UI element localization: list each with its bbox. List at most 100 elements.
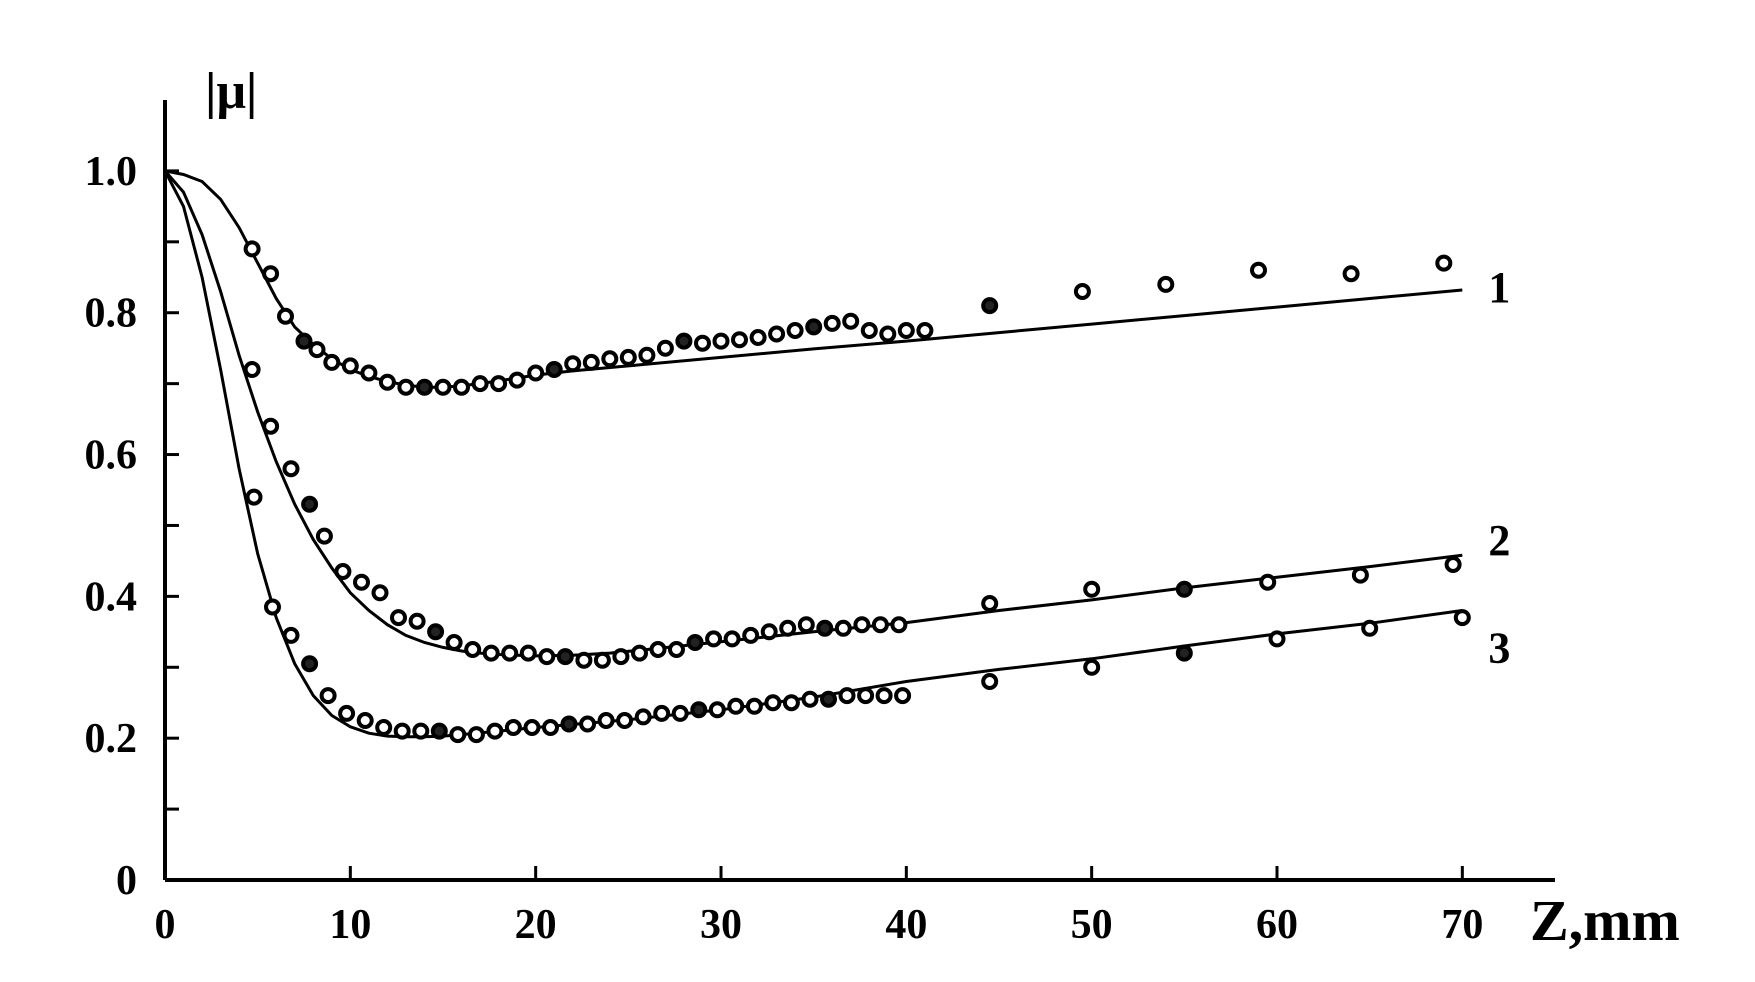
series-2-point (262, 417, 280, 435)
series-1-point (527, 364, 545, 382)
series-2-point (371, 584, 389, 602)
series-3-point (727, 697, 745, 715)
series-1-point (323, 353, 341, 371)
series-3-fit-line (163, 170, 1463, 739)
markers (243, 240, 1471, 744)
x-tick-label: 20 (515, 902, 557, 948)
y-tick-label: 1.0 (85, 149, 138, 195)
series-3-point (542, 719, 559, 736)
series-2-point (668, 641, 685, 658)
series-1-point (416, 378, 433, 396)
series-1-point (1250, 261, 1267, 279)
series-1-point (601, 350, 619, 368)
y-tick-label: 0.6 (85, 433, 138, 479)
series-3-point (449, 726, 467, 744)
series-2-point (797, 616, 815, 634)
series-2-point (408, 612, 426, 630)
series-2-point (779, 619, 797, 637)
series-3-point (264, 598, 281, 616)
series-1-point (897, 322, 915, 339)
series-3-point (523, 719, 541, 736)
series-3-point (486, 722, 504, 740)
series-3-label: 3 (1488, 624, 1510, 673)
series-3-point (504, 719, 522, 736)
series-1-point (916, 322, 934, 339)
series-2-point (334, 563, 352, 580)
series-1-point (490, 375, 508, 393)
series-2-point (742, 626, 760, 644)
x-axis-title: Z,mm (1530, 888, 1680, 953)
series-1-point (360, 364, 378, 382)
y-ticks: 0 0.2 0.4 0.6 0.8 1.0 (85, 149, 179, 904)
series-1-point (262, 265, 280, 283)
series-2-point (427, 623, 445, 641)
series-2-point (353, 573, 370, 591)
series-3-point (820, 690, 837, 708)
series-3-point (597, 712, 615, 729)
series-3-point (356, 712, 374, 729)
series-2-point (501, 644, 519, 662)
series-2-point (631, 644, 648, 662)
series-1-point (842, 312, 860, 330)
series-1-point (341, 357, 359, 375)
series-3-point (319, 687, 337, 705)
series-3-point (875, 687, 893, 705)
series-3-point (1268, 630, 1286, 648)
series-1-point (1073, 283, 1091, 300)
x-tick-label: 30 (700, 902, 742, 948)
series-2-point (538, 648, 556, 666)
series-1-point (564, 355, 582, 373)
x-tick-label: 60 (1256, 902, 1298, 948)
y-tick-label: 0.8 (85, 291, 138, 337)
series-3-point (393, 722, 411, 740)
series-2-point (649, 641, 667, 658)
series-1-point (805, 318, 823, 336)
series-2-point (705, 630, 723, 648)
series-2-label: 2 (1488, 516, 1510, 565)
series-3-point (634, 708, 652, 726)
series-1-point (823, 314, 841, 332)
series-3-point (430, 722, 448, 740)
series-3-point (981, 673, 999, 690)
series-1-point (638, 346, 656, 364)
series-2-point (981, 595, 999, 612)
series-1-point (749, 329, 767, 346)
series-3-point (301, 655, 319, 673)
series-2-point (464, 641, 482, 658)
series-3-point (1453, 609, 1471, 627)
series-2-point (612, 648, 630, 666)
series-2-point (816, 619, 834, 637)
series-1-point (879, 325, 897, 343)
series-1-point (582, 353, 600, 371)
series-3-point (1361, 619, 1379, 637)
series-1-point (712, 332, 730, 350)
series-3-point (745, 697, 763, 715)
series-2-point (301, 495, 319, 513)
x-tick-label: 0 (155, 902, 176, 948)
series-3-point (282, 626, 300, 644)
series-2-point (390, 609, 407, 627)
series-1-point (397, 378, 415, 396)
series-2-point (890, 616, 908, 634)
series-1-point (694, 334, 711, 352)
series-3-point (338, 704, 356, 722)
series-3-point (560, 715, 578, 733)
series-3-point (1083, 658, 1101, 676)
series-1-point (434, 378, 452, 396)
series-3-point (801, 690, 819, 708)
series-3-point (708, 701, 726, 719)
series-2-point (760, 623, 778, 641)
series-2-point (282, 460, 300, 478)
labels: 1 2 3 (1488, 263, 1510, 673)
series-3-point (782, 694, 800, 712)
x-tick-label: 40 (885, 902, 927, 948)
series-2-point (445, 634, 463, 651)
series-1-point (277, 307, 294, 325)
series-1-label: 1 (1488, 263, 1510, 312)
series-1-point (295, 332, 313, 350)
series-1-point (786, 322, 804, 339)
x-tick-label: 50 (1071, 902, 1113, 948)
series-1-point (453, 378, 470, 396)
series-2-point (1259, 573, 1277, 591)
